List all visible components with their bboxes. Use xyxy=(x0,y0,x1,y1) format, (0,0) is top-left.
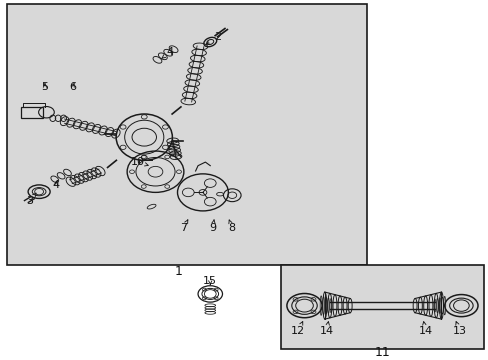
Text: 14: 14 xyxy=(418,321,431,336)
Text: 9: 9 xyxy=(209,220,216,233)
Text: 14: 14 xyxy=(319,321,333,336)
Text: 11: 11 xyxy=(374,346,389,359)
Text: 8: 8 xyxy=(228,220,235,233)
Text: 10: 10 xyxy=(131,157,148,167)
Text: 6: 6 xyxy=(69,82,76,92)
Text: 3: 3 xyxy=(26,193,36,206)
Text: 1: 1 xyxy=(174,265,182,278)
Text: 7: 7 xyxy=(180,220,187,233)
Text: 13: 13 xyxy=(452,321,466,336)
Bar xyxy=(21,107,42,118)
Text: 2: 2 xyxy=(206,32,221,44)
Bar xyxy=(281,265,483,349)
Text: 12: 12 xyxy=(291,321,305,336)
Text: 4: 4 xyxy=(53,180,60,190)
Text: 5: 5 xyxy=(41,82,48,92)
Text: 15: 15 xyxy=(203,276,217,287)
Bar xyxy=(7,4,366,265)
Text: 4: 4 xyxy=(162,47,173,59)
